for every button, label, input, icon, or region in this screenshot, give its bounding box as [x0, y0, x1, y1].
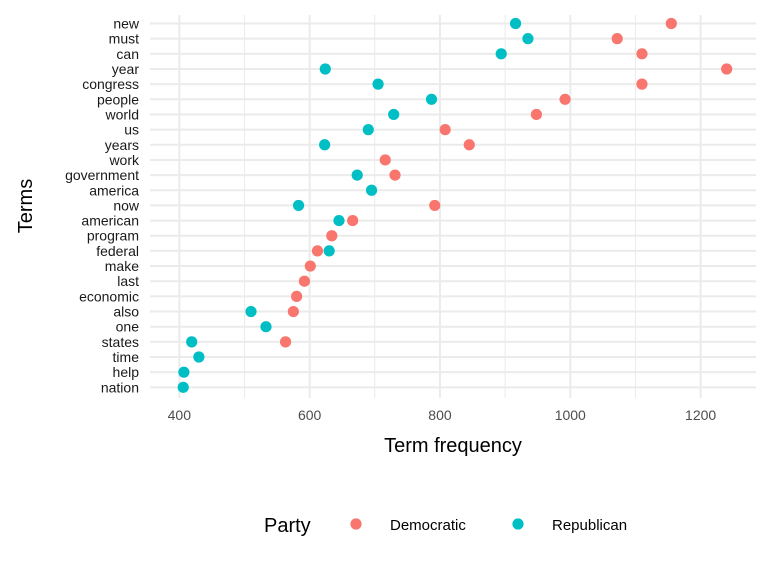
x-tick-label: 1200: [685, 407, 716, 423]
data-point: [351, 169, 363, 181]
y-tick-label: make: [105, 258, 139, 274]
y-tick-label: last: [117, 273, 139, 289]
y-tick-label: also: [113, 304, 139, 320]
x-tick-label: 800: [428, 407, 452, 423]
y-tick-label: states: [102, 334, 139, 350]
data-point: [389, 169, 401, 181]
data-point: [611, 33, 623, 45]
y-axis-title: Terms: [15, 179, 37, 233]
data-point: [319, 63, 331, 75]
data-point: [298, 275, 311, 287]
series-republican: [177, 17, 534, 393]
data-point: [333, 214, 345, 227]
grid: [150, 15, 756, 398]
y-tick-label: now: [113, 197, 140, 213]
data-point: [291, 290, 303, 302]
data-point: [425, 93, 438, 105]
data-point: [311, 245, 324, 257]
y-tick-label: federal: [96, 243, 139, 259]
legend-title: Party: [264, 515, 311, 537]
data-point: [495, 48, 507, 60]
data-point: [347, 214, 359, 227]
y-tick-label: people: [97, 91, 139, 107]
data-point: [287, 305, 299, 318]
y-tick-label: congress: [82, 76, 139, 92]
data-point: [245, 305, 257, 318]
data-point: [326, 230, 338, 242]
data-point: [379, 154, 391, 166]
data-points: [177, 17, 733, 393]
y-tick-label: new: [113, 16, 140, 32]
y-tick-label: year: [112, 61, 140, 77]
data-point: [530, 108, 543, 121]
data-point: [323, 245, 335, 257]
y-tick-label: can: [116, 46, 139, 62]
legend-key-democratic: [350, 518, 362, 530]
y-tick-label: us: [124, 122, 139, 138]
y-tick-label: time: [113, 349, 140, 365]
data-point: [388, 108, 400, 121]
y-tick-label: program: [87, 228, 139, 244]
data-point: [636, 78, 648, 90]
data-point: [636, 48, 648, 60]
data-point: [721, 63, 733, 75]
y-tick-label: must: [109, 31, 139, 47]
legend-key-republican: [512, 518, 524, 530]
data-point: [279, 336, 292, 348]
data-point: [260, 321, 272, 333]
y-tick-label: america: [89, 182, 139, 198]
y-tick-label: help: [113, 364, 140, 380]
data-point: [559, 93, 571, 105]
series-democratic: [279, 17, 733, 348]
data-point: [178, 366, 190, 378]
x-tick-label: 1000: [555, 407, 586, 423]
data-point: [509, 17, 522, 30]
data-point: [362, 124, 374, 136]
data-point: [463, 139, 475, 151]
data-point: [522, 33, 534, 45]
data-point: [319, 139, 331, 151]
legend-label-democratic: Democratic: [390, 517, 466, 534]
data-point: [439, 124, 451, 136]
data-point: [193, 351, 205, 363]
y-tick-label: one: [116, 319, 140, 335]
data-point: [292, 199, 305, 212]
data-point: [372, 78, 384, 90]
data-point: [429, 199, 441, 212]
data-point: [177, 381, 189, 393]
y-tick-label: government: [65, 167, 139, 183]
y-tick-label: work: [108, 152, 140, 168]
legend: Party Democratic Republican: [264, 515, 627, 537]
y-tick-label: years: [105, 137, 139, 153]
data-point: [365, 184, 378, 196]
data-point: [186, 336, 198, 348]
y-axis-tick-labels: newmustcanyearcongresspeopleworldusyears…: [65, 16, 140, 396]
x-axis-tick-labels: 400 600 800 1000 1200: [168, 407, 717, 423]
x-axis-title: Term frequency: [384, 435, 522, 457]
data-point: [665, 17, 677, 30]
y-tick-label: nation: [101, 379, 139, 395]
x-tick-label: 400: [168, 407, 192, 423]
y-tick-label: economic: [79, 288, 139, 304]
legend-label-republican: Republican: [552, 517, 627, 534]
x-tick-label: 600: [298, 407, 322, 423]
y-tick-label: world: [105, 106, 139, 122]
y-tick-label: american: [81, 213, 139, 229]
data-point: [304, 260, 316, 272]
